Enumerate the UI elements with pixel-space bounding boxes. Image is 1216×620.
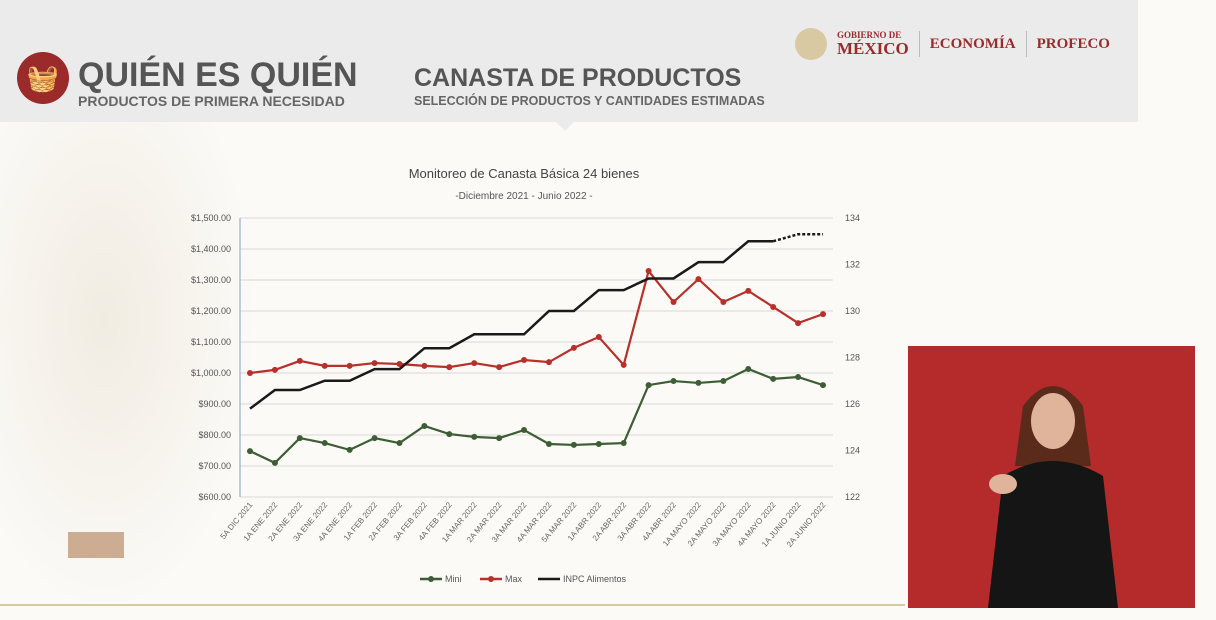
data-point [570,441,577,448]
y2-tick-label: 124 [845,446,860,456]
y2-tick-label: 122 [845,492,860,502]
basket-icon: 🧺 [17,52,69,104]
series-line-max [249,268,824,375]
data-point [670,378,677,385]
data-point [321,362,328,369]
data-point [720,299,727,306]
data-point [446,364,453,371]
data-point [695,379,702,386]
data-point [595,334,602,341]
y-tick-label: $900.00 [198,399,231,409]
interpreter-figure [988,386,1118,608]
y-tick-label: $600.00 [198,492,231,502]
data-point [745,287,752,294]
data-point [595,440,602,447]
y-tick-label: $800.00 [198,430,231,440]
footer-line [0,604,905,606]
y2-tick-label: 126 [845,399,860,409]
data-point [396,440,403,447]
y-tick-label: $1,200.00 [191,306,231,316]
gobierno-logo: GOBIERNO DE MÉXICO [837,30,909,58]
data-point [296,435,303,442]
sign-language-interpreter-video [908,346,1195,608]
data-point [545,359,552,366]
data-point [296,357,303,364]
y-tick-label: $1,300.00 [191,275,231,285]
y2-tick-label: 132 [845,260,860,270]
y2-tick-label: 128 [845,353,860,363]
data-point [247,448,253,455]
data-point [521,427,528,434]
data-point [271,459,278,466]
seal-icon [795,28,827,60]
data-point [471,360,478,367]
header-notch [556,122,574,131]
data-point [620,361,627,368]
data-point [421,423,428,430]
data-point [645,382,652,389]
data-point [745,365,752,372]
data-point [795,320,802,327]
chart-title: Monitoreo de Canasta Básica 24 bienes [409,166,640,181]
y-tick-label: $700.00 [198,461,231,471]
data-point [620,440,627,447]
profeco-logo: PROFECO [1036,35,1110,52]
data-point [521,356,528,363]
data-point [496,435,503,442]
building-logo [68,532,124,558]
y2-tick-label: 134 [845,213,860,223]
background-decoration [0,120,260,620]
data-point [346,362,353,369]
data-point [645,268,652,275]
data-point [720,378,727,385]
divider [918,31,920,57]
y-tick-label: $1,100.00 [191,337,231,347]
data-point [795,374,802,381]
data-point [695,276,702,283]
data-point [770,303,777,310]
header-banner: 🧺 QUIÉN ES QUIÉN PRODUCTOS DE PRIMERA NE… [0,0,1138,122]
data-point [820,311,826,318]
section-title: CANASTA DE PRODUCTOS [414,64,742,92]
y-tick-label: $1,400.00 [191,244,231,254]
legend-label: Mini [445,574,462,584]
data-point [321,440,328,447]
y2-tick-label: 130 [845,306,860,316]
data-point [271,366,278,373]
divider [1025,31,1027,57]
series-line-inpc-projected [772,233,823,243]
economia-logo: ECONOMÍA [929,35,1016,52]
series-line-inpc [249,240,774,410]
legend-marker [428,576,434,582]
app-title: QUIÉN ES QUIÉN [78,56,358,94]
data-point [670,299,677,306]
data-point [545,440,552,447]
section-subtitle: SELECCIÓN DE PRODUCTOS Y CANTIDADES ESTI… [414,94,765,108]
data-point [421,362,428,369]
legend-label: Max [505,574,523,584]
data-point [371,360,378,367]
y-tick-label: $1,500.00 [191,213,231,223]
chart-subtitle: -Diciembre 2021 - Junio 2022 - [455,191,592,202]
legend-marker [488,576,494,582]
data-point [247,370,253,376]
data-point [820,382,826,389]
legend-label: INPC Alimentos [563,574,627,584]
data-point [570,344,577,351]
data-point [446,431,453,438]
y-tick-label: $1,000.00 [191,368,231,378]
data-point [371,435,378,442]
government-logos: GOBIERNO DE MÉXICO ECONOMÍA PROFECO [795,28,1110,60]
app-subtitle: PRODUCTOS DE PRIMERA NECESIDAD [78,93,345,109]
data-point [396,361,403,368]
data-point [496,364,503,371]
data-point [471,433,478,440]
data-point [346,446,353,453]
series-line-mini [249,367,824,465]
data-point [770,375,777,382]
